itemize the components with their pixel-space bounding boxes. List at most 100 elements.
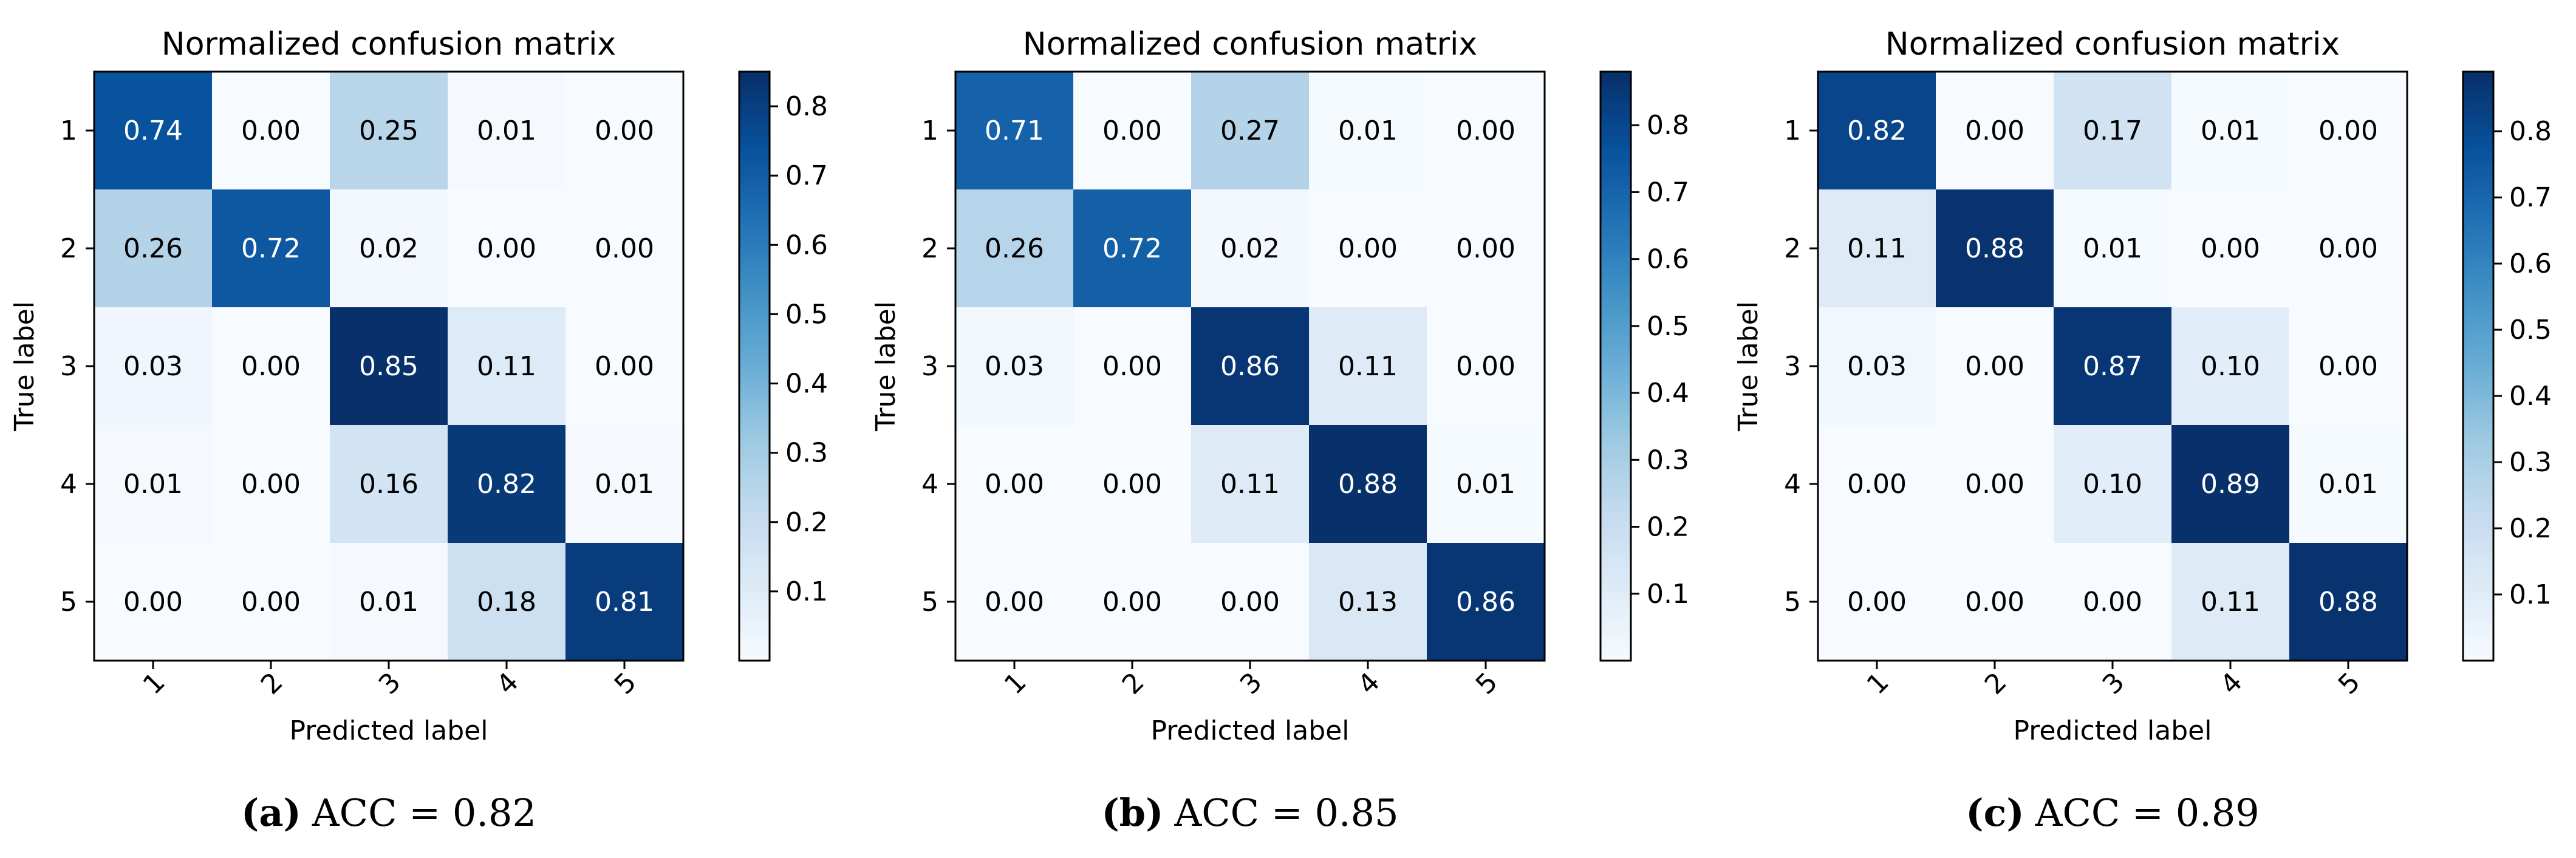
- colorbar-gradient-step: [2463, 494, 2493, 499]
- cell-value-label: 0.00: [1847, 469, 1907, 500]
- y-axis-label: True label: [1733, 301, 1764, 432]
- y-tick-label: 2: [1784, 233, 1801, 264]
- colorbar-gradient-step: [2463, 277, 2493, 284]
- colorbar-gradient-step: [1601, 297, 1631, 303]
- cell-value-label: 0.00: [1965, 469, 2024, 500]
- cell-value-label: 0.88: [1338, 469, 1398, 500]
- colorbar-gradient-step: [2463, 248, 2493, 254]
- colorbar-gradient-step: [2463, 199, 2493, 205]
- cell-value-label: 0.25: [359, 115, 419, 146]
- y-tick-label: 3: [921, 351, 938, 382]
- subfigure-caption: (b) ACC = 0.85: [1101, 791, 1398, 835]
- colorbar-gradient-step: [1601, 420, 1631, 426]
- colorbar-gradient-step: [2463, 645, 2493, 652]
- colorbar-gradient-step: [1601, 302, 1631, 308]
- colorbar-gradient-step: [739, 405, 770, 411]
- colorbar-gradient-step: [1601, 386, 1631, 392]
- cell-value-label: 0.00: [241, 351, 301, 382]
- colorbar-gradient-step: [739, 553, 770, 558]
- colorbar-gradient-step: [739, 400, 770, 406]
- heatmap-cell: [2054, 72, 2172, 190]
- colorbar-gradient-step: [2463, 366, 2493, 372]
- colorbar-gradient-step: [2463, 165, 2493, 171]
- colorbar-gradient-step: [1601, 327, 1631, 333]
- colorbar-gradient-step: [2463, 582, 2493, 588]
- colorbar-gradient-step: [739, 307, 770, 313]
- cell-value-label: 0.00: [2083, 587, 2142, 618]
- cell-value-label: 0.00: [595, 351, 654, 382]
- colorbar-gradient-step: [739, 508, 770, 514]
- heatmap-cell: [330, 543, 448, 661]
- colorbar-gradient-step: [2463, 513, 2493, 519]
- heatmap-cell: [212, 307, 330, 426]
- colorbar-gradient-step: [2463, 626, 2493, 632]
- colorbar-gradient-step: [2463, 621, 2493, 627]
- colorbar-gradient-step: [739, 430, 770, 435]
- heatmap-cell: [2054, 543, 2172, 661]
- heatmap-cell: [1309, 307, 1427, 426]
- colorbar-gradient-step: [739, 489, 770, 494]
- y-tick-label: 3: [1784, 351, 1801, 382]
- colorbar-gradient-step: [739, 277, 770, 284]
- heatmap-cell: [1309, 189, 1427, 308]
- colorbar-gradient-step: [739, 440, 770, 445]
- colorbar-gradient-step: [2463, 150, 2493, 156]
- colorbar-gradient-step: [2463, 72, 2493, 77]
- colorbar-gradient-step: [1601, 145, 1631, 151]
- colorbar-gradient-step: [739, 145, 770, 151]
- colorbar-gradient-step: [1601, 140, 1631, 146]
- colorbar-gradient-step: [1601, 528, 1631, 534]
- colorbar-gradient-step: [2463, 376, 2493, 381]
- heatmap-cell: [2289, 307, 2408, 426]
- colorbar-gradient-step: [739, 650, 770, 656]
- cell-value-label: 0.00: [1102, 469, 1162, 500]
- colorbar-gradient-step: [739, 562, 770, 568]
- colorbar-gradient-step: [739, 341, 770, 347]
- cell-value-label: 0.11: [1847, 233, 1907, 264]
- cell-value-label: 0.03: [1847, 351, 1907, 382]
- colorbar-tick-label: 0.6: [1647, 244, 1689, 275]
- colorbar-gradient-step: [739, 287, 770, 293]
- colorbar-tick-label: 0.3: [785, 438, 828, 469]
- colorbar-gradient-step: [739, 332, 770, 338]
- colorbar-gradient-step: [2463, 253, 2493, 259]
- colorbar-gradient-step: [1601, 91, 1631, 97]
- colorbar-gradient-step: [739, 626, 770, 632]
- colorbar-gradient-step: [739, 611, 770, 617]
- colorbar-frame: [2462, 70, 2495, 662]
- colorbar-gradient-step: [1601, 189, 1631, 195]
- colorbar-gradient-step: [2463, 489, 2493, 494]
- colorbar-gradient-step: [739, 537, 770, 543]
- colorbar-gradient-step: [2463, 405, 2493, 411]
- colorbar-gradient-step: [2463, 395, 2493, 401]
- colorbar-gradient-step: [2463, 174, 2493, 180]
- colorbar-gradient-step: [1601, 77, 1631, 82]
- colorbar: 0.1 0.2 0.3 0.4 0.5 0.6 0.7 0.8: [738, 70, 828, 662]
- colorbar-gradient-step: [1601, 243, 1631, 249]
- colorbar-gradient-step: [739, 616, 770, 622]
- colorbar-gradient-step: [1601, 587, 1631, 593]
- heatmap-cells: [955, 72, 1545, 661]
- colorbar-gradient-step: [739, 591, 770, 598]
- colorbar-gradient-step: [1601, 184, 1631, 190]
- colorbar-gradient-step: [2463, 140, 2493, 146]
- colorbar-gradient-step: [1601, 444, 1631, 451]
- cell-value-label: 0.00: [1102, 351, 1162, 382]
- colorbar-gradient-step: [739, 655, 770, 661]
- colorbar-gradient-step: [2463, 591, 2493, 598]
- colorbar-gradient-step: [739, 557, 770, 563]
- colorbar-gradient-step: [2463, 459, 2493, 465]
- colorbar-gradient-step: [2463, 273, 2493, 279]
- caption-text: ACC = 0.85: [1174, 791, 1398, 835]
- y-tick-label: 5: [60, 587, 77, 618]
- cell-value-label: 0.13: [1338, 587, 1398, 618]
- x-tick-label: 2: [1979, 667, 2013, 701]
- colorbar-gradient-step: [1601, 621, 1631, 627]
- colorbar-gradient-step: [1601, 219, 1631, 225]
- colorbar-tick-label: 0.6: [785, 230, 828, 260]
- colorbar-gradient-step: [2463, 478, 2493, 485]
- heatmap-cell: [565, 307, 684, 426]
- heatmap-cell: [448, 72, 566, 190]
- colorbar-gradient-step: [739, 174, 770, 180]
- colorbar-gradient-step: [1601, 332, 1631, 338]
